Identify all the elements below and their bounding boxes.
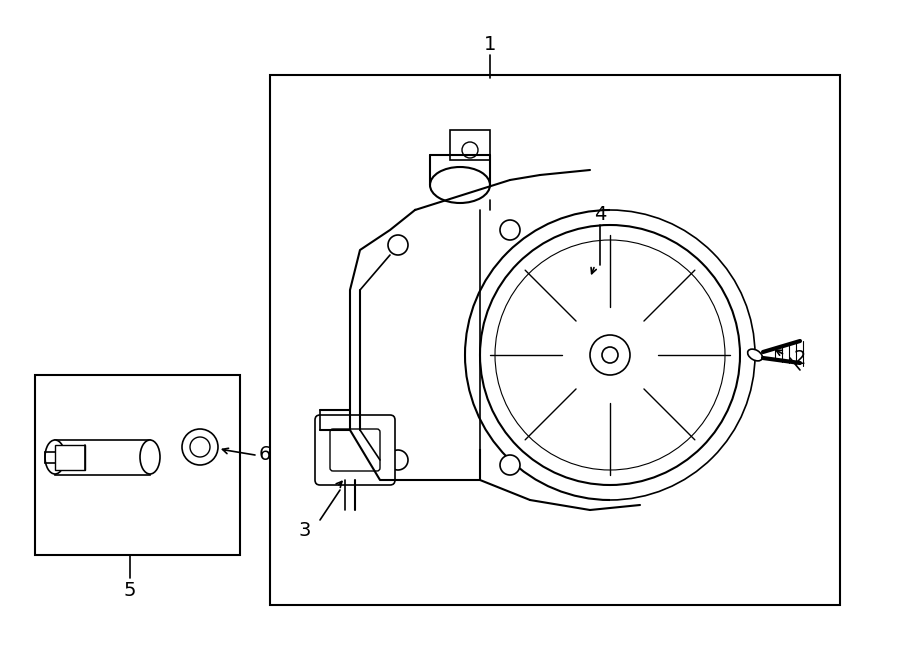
Ellipse shape <box>495 240 725 470</box>
Ellipse shape <box>500 455 520 475</box>
Ellipse shape <box>45 440 65 474</box>
FancyBboxPatch shape <box>330 429 380 471</box>
Ellipse shape <box>462 142 478 158</box>
Ellipse shape <box>748 349 762 361</box>
Ellipse shape <box>388 235 408 255</box>
Ellipse shape <box>182 429 218 465</box>
Ellipse shape <box>590 335 630 375</box>
Bar <box>55 440 150 475</box>
Ellipse shape <box>190 437 210 457</box>
Ellipse shape <box>562 307 658 403</box>
Text: 5: 5 <box>124 580 136 600</box>
Ellipse shape <box>602 347 618 363</box>
Bar <box>270 75 840 605</box>
Ellipse shape <box>510 255 710 455</box>
Bar <box>55 445 85 470</box>
Text: 2: 2 <box>794 348 806 368</box>
Ellipse shape <box>140 440 160 474</box>
Ellipse shape <box>480 225 740 485</box>
Text: 3: 3 <box>299 520 311 539</box>
Ellipse shape <box>500 220 520 240</box>
Text: 4: 4 <box>594 206 607 225</box>
Ellipse shape <box>430 167 490 203</box>
Text: 1: 1 <box>484 36 496 54</box>
Text: 6: 6 <box>259 446 271 465</box>
FancyBboxPatch shape <box>315 415 395 485</box>
Ellipse shape <box>388 450 408 470</box>
Bar <box>450 130 490 160</box>
Bar <box>35 375 240 555</box>
